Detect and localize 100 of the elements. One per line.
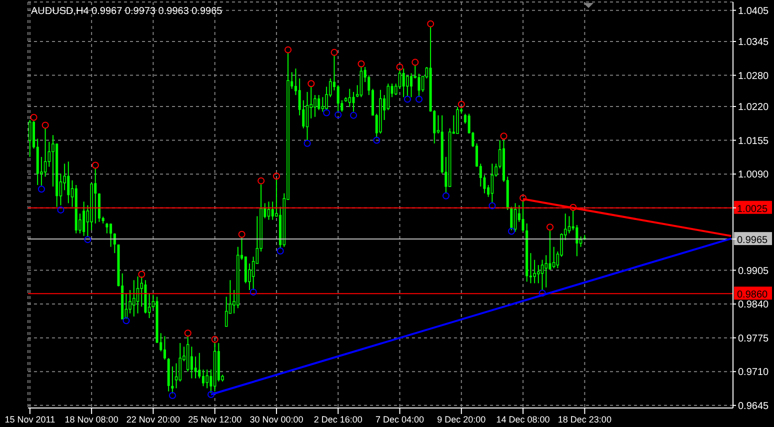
candlestick bbox=[194, 356, 197, 379]
point bbox=[38, 186, 45, 193]
point bbox=[350, 112, 358, 119]
candlestick bbox=[537, 264, 540, 284]
y-tick-label: 1.0155 bbox=[738, 136, 770, 147]
candlestick bbox=[94, 168, 97, 224]
ref-line-label: 0.9860 bbox=[737, 290, 768, 301]
candlestick bbox=[206, 369, 208, 389]
candlestick bbox=[110, 222, 112, 248]
ref-line-label: 0.9965 bbox=[737, 235, 768, 246]
candlestick bbox=[163, 336, 166, 360]
candlestick bbox=[352, 91, 355, 112]
point bbox=[276, 248, 284, 255]
candlestick bbox=[544, 254, 548, 288]
candlestick bbox=[267, 201, 270, 220]
x-tick-label: 14 Dec 08:00 bbox=[496, 414, 550, 424]
point bbox=[412, 58, 419, 66]
point bbox=[42, 122, 49, 129]
x-tick-label: 18 Nov 08:00 bbox=[64, 414, 118, 424]
candlestick bbox=[171, 366, 174, 394]
candlestick bbox=[540, 259, 544, 290]
candlestick bbox=[348, 88, 352, 108]
candlestick bbox=[318, 94, 320, 111]
point bbox=[323, 109, 330, 116]
x-tick-label: 18 Dec 23:00 bbox=[558, 414, 612, 424]
candlestick bbox=[28, 120, 32, 158]
point bbox=[168, 392, 176, 400]
point bbox=[442, 192, 450, 200]
candlestick bbox=[576, 224, 578, 257]
point bbox=[538, 290, 546, 297]
point bbox=[508, 228, 515, 235]
candlestick bbox=[321, 96, 324, 112]
candlestick bbox=[44, 128, 47, 178]
point bbox=[330, 48, 338, 56]
candlestick bbox=[490, 163, 494, 204]
y-tick-label: 0.9710 bbox=[738, 367, 770, 378]
y-tick-label: 1.0405 bbox=[738, 6, 770, 17]
candlestick bbox=[202, 369, 204, 387]
y-tick-label: 1.0345 bbox=[738, 37, 770, 48]
point bbox=[570, 204, 577, 211]
candlestick bbox=[552, 246, 556, 269]
x-tick-label: 15 Nov 2011 bbox=[4, 414, 56, 424]
candlestick bbox=[67, 161, 70, 204]
candlestick bbox=[306, 91, 309, 141]
point bbox=[207, 390, 214, 398]
x-tick-label: 2 Dec 16:00 bbox=[314, 414, 362, 424]
candlestick bbox=[402, 68, 405, 98]
point bbox=[250, 288, 257, 296]
point bbox=[184, 330, 192, 337]
point bbox=[546, 224, 554, 231]
candlestick bbox=[224, 296, 228, 327]
point bbox=[488, 202, 496, 210]
x-tick-label: 9 Dec 20:00 bbox=[437, 414, 486, 424]
point bbox=[500, 132, 508, 140]
candlestick bbox=[336, 84, 340, 112]
y-tick-label: 0.9840 bbox=[738, 300, 770, 311]
y-tick-label: 1.0280 bbox=[738, 70, 770, 82]
candlestick bbox=[410, 72, 413, 98]
point bbox=[122, 317, 130, 324]
point bbox=[308, 80, 315, 88]
candlestick bbox=[548, 230, 552, 270]
point bbox=[238, 230, 246, 238]
candlestick bbox=[82, 201, 86, 236]
candlestick bbox=[190, 346, 193, 379]
point bbox=[258, 177, 265, 184]
candlestick bbox=[406, 74, 409, 97]
point bbox=[334, 111, 342, 118]
point bbox=[396, 63, 404, 70]
candlestick bbox=[533, 259, 536, 284]
ref-line-label: 1.0025 bbox=[737, 204, 768, 215]
candlestick bbox=[132, 280, 136, 318]
point bbox=[57, 206, 64, 214]
candlestick bbox=[106, 222, 108, 234]
point bbox=[404, 96, 411, 103]
point bbox=[30, 114, 38, 121]
point bbox=[373, 136, 380, 144]
point bbox=[358, 60, 365, 68]
point bbox=[416, 96, 423, 103]
point bbox=[427, 20, 434, 28]
point bbox=[92, 162, 99, 169]
x-tick-label: 7 Dec 04:00 bbox=[375, 414, 424, 424]
x-tick-label: 30 Nov 00:00 bbox=[250, 414, 304, 424]
chart-title: AUDUSD,H4 0.9967 0.9973 0.9963 0.9965 bbox=[31, 6, 223, 17]
candlestick bbox=[510, 206, 513, 231]
point bbox=[84, 236, 92, 244]
candlestick bbox=[522, 200, 524, 232]
point bbox=[284, 46, 292, 54]
candlestick bbox=[568, 216, 571, 234]
point bbox=[272, 172, 280, 180]
candlestick bbox=[360, 66, 363, 98]
candlestick bbox=[456, 106, 459, 134]
y-tick-label: 0.9645 bbox=[738, 400, 770, 412]
point bbox=[304, 140, 311, 147]
y-tick-label: 1.0220 bbox=[738, 102, 770, 114]
candlestick bbox=[271, 201, 274, 220]
y-tick-label: 0.9905 bbox=[738, 266, 770, 277]
point bbox=[138, 270, 146, 278]
y-tick-label: 1.0090 bbox=[738, 170, 770, 181]
candlestick bbox=[418, 73, 420, 98]
x-tick-label: 25 Nov 12:00 bbox=[188, 414, 242, 424]
